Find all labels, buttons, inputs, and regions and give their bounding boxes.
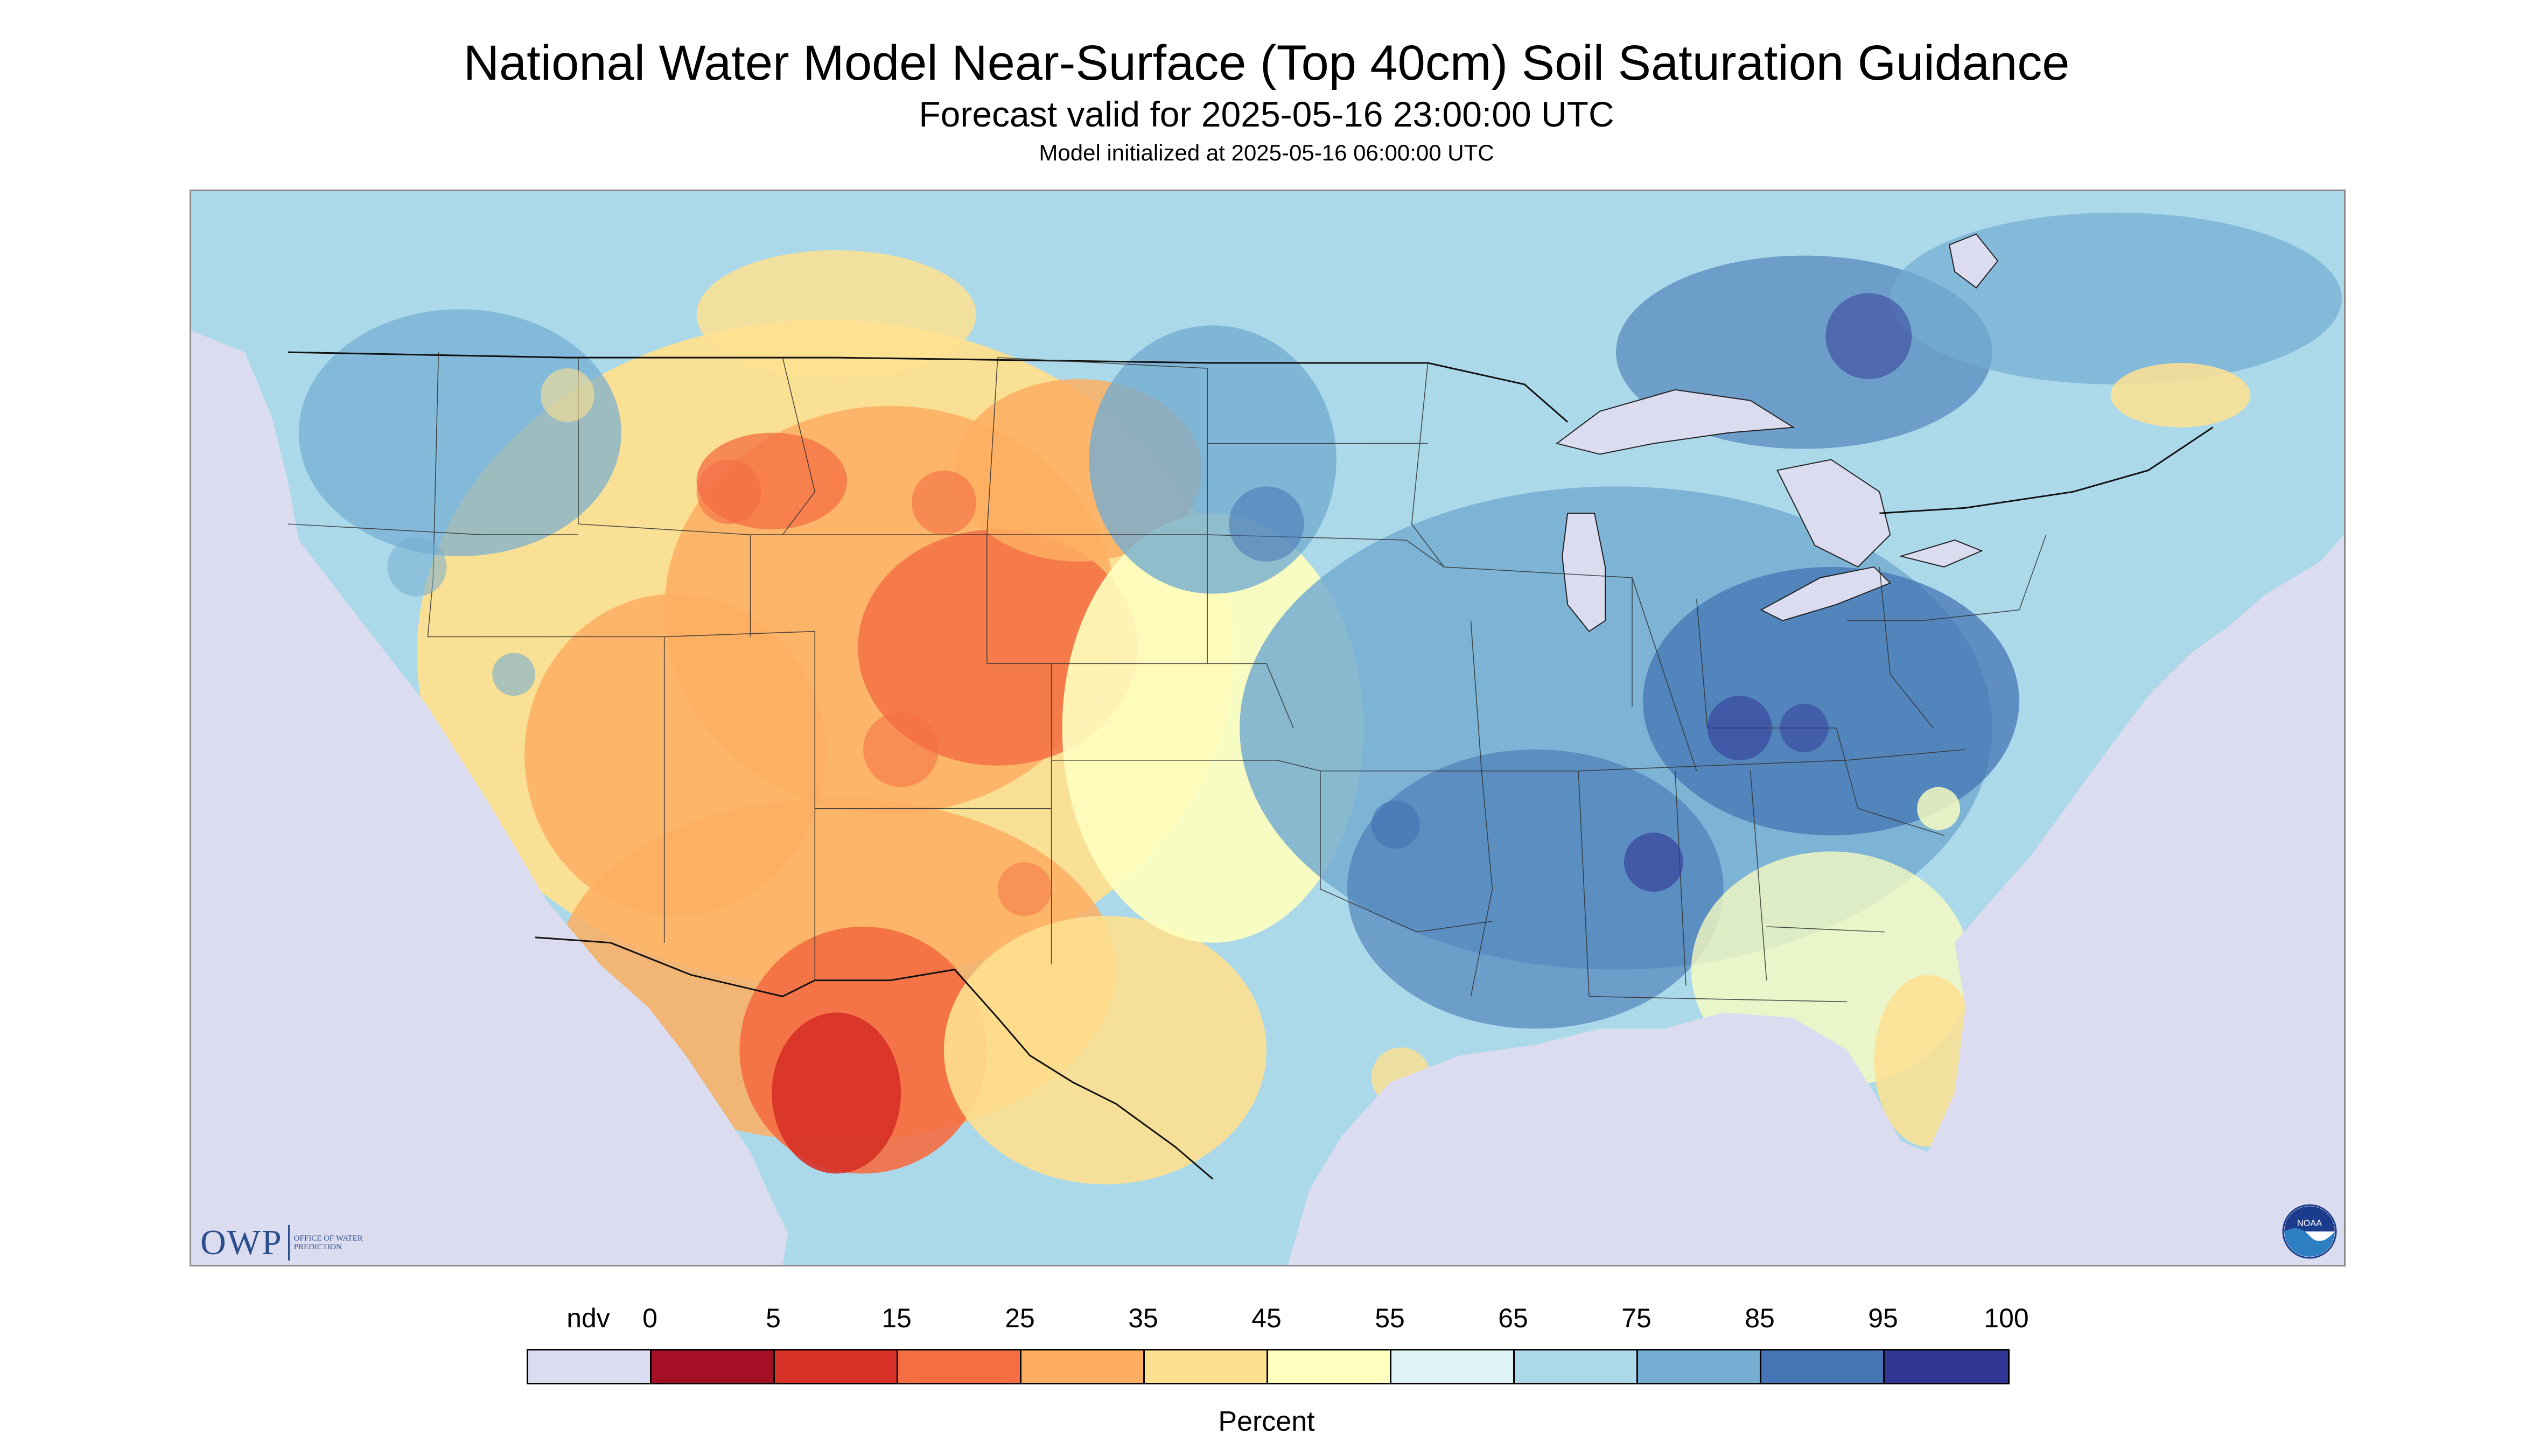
legend-swatch — [528, 1350, 652, 1383]
model-init-time: Model initialized at 2025-05-16 06:00:00… — [1039, 140, 1494, 165]
legend-tick-label: 75 — [1621, 1303, 1652, 1333]
us-mexico-border — [535, 936, 1214, 1180]
saturation-speckle — [387, 293, 1961, 1107]
owp-logo-text: Office of Water Prediction — [293, 1234, 363, 1251]
legend-labels: ndv 0 5 15 25 35 45 55 65 75 85 95 100 — [0, 1302, 2533, 1340]
legend-swatch — [1761, 1350, 1885, 1383]
legend-swatch — [1021, 1350, 1145, 1383]
owp-logo-mark: OWP — [200, 1225, 290, 1261]
lake-ontario — [1899, 539, 1983, 568]
region-ohio-valley — [1642, 566, 2019, 836]
legend-tick-label: 25 — [1005, 1303, 1035, 1333]
legend-tick-label: 55 — [1375, 1303, 1405, 1333]
legend-tick-label: 5 — [766, 1303, 781, 1333]
legend-swatch — [1268, 1350, 1391, 1383]
legend-swatch — [1515, 1350, 1638, 1383]
noaa-logo: NOAA — [2282, 1204, 2337, 1259]
legend-tick-label: 65 — [1498, 1303, 1528, 1333]
lake-mistassini — [1948, 233, 1999, 289]
map-canvas — [191, 191, 2344, 1265]
legend-tick-label: ndv — [566, 1303, 610, 1333]
region-pacific-northwest — [298, 309, 621, 556]
soil-saturation-map[interactable] — [190, 190, 2346, 1266]
legend-swatch — [1885, 1350, 2008, 1383]
legend-tick-label: 15 — [881, 1303, 912, 1333]
legend-tick-label: 95 — [1868, 1303, 1898, 1333]
lake-erie — [1760, 566, 1892, 621]
legend-tick-label: 0 — [642, 1303, 657, 1333]
map-title: National Water Model Near-Surface (Top 4… — [463, 36, 2070, 90]
region-coahuila — [943, 915, 1267, 1185]
forecast-valid-time: Forecast valid for 2025-05-16 23:00:00 U… — [919, 94, 1614, 134]
region-mississippi — [1347, 749, 1724, 1029]
country-borders — [288, 351, 2214, 1180]
legend-tick-label: 85 — [1745, 1303, 1775, 1333]
lake-michigan — [1562, 513, 1606, 632]
legend-tick-label: 100 — [1984, 1303, 2029, 1333]
region-mexico-driest — [772, 1012, 901, 1174]
region-dakotas — [1089, 325, 1337, 594]
noaa-logo-text: NOAA — [2297, 1219, 2322, 1228]
legend-swatch — [1145, 1350, 1268, 1383]
land-saturation-field — [191, 191, 2344, 1265]
region-quebec — [1890, 212, 2342, 384]
owp-logo: OWP Office of Water Prediction — [200, 1221, 364, 1264]
us-canada-border-east — [1879, 426, 2214, 514]
legend-tick-label: 45 — [1251, 1303, 1282, 1333]
legend-swatch — [898, 1350, 1021, 1383]
us-canada-border — [288, 351, 1569, 423]
legend-swatch — [652, 1350, 775, 1383]
legend-colorbar — [527, 1349, 2010, 1384]
great-lakes — [1555, 233, 1999, 632]
lake-huron — [1776, 459, 1891, 568]
region-alberta — [696, 250, 976, 379]
legend-swatch — [1391, 1350, 1515, 1383]
legend-unit: Percent — [1218, 1406, 1315, 1437]
state-boundaries — [288, 352, 2047, 1003]
region-quebec-dry — [2110, 363, 2251, 428]
lake-superior — [1555, 389, 1795, 455]
legend-swatch — [775, 1350, 898, 1383]
legend-swatch — [1638, 1350, 1761, 1383]
legend-tick-label: 35 — [1128, 1303, 1158, 1333]
